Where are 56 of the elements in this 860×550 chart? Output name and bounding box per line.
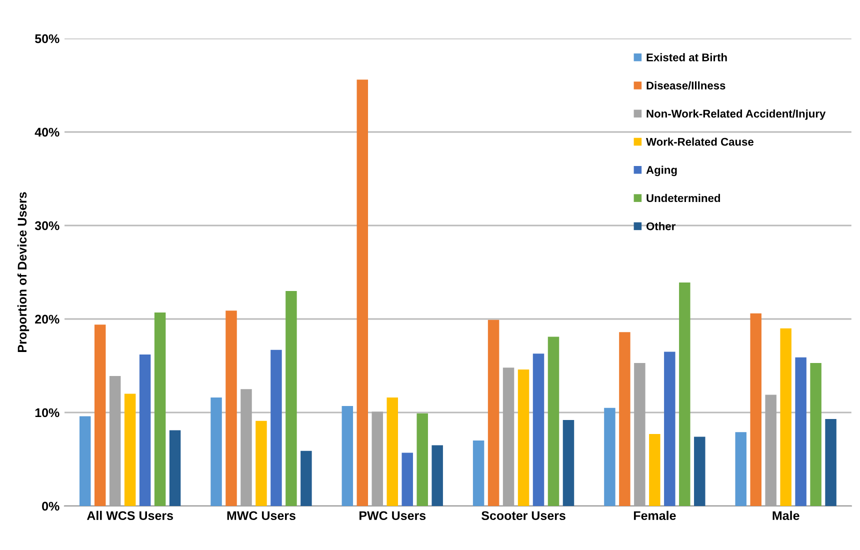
bar — [124, 394, 136, 506]
y-tick-label: 10% — [35, 408, 60, 418]
y-tick-label: 20% — [35, 314, 60, 324]
y-tick-label: 40% — [34, 128, 60, 137]
bar — [416, 413, 428, 506]
y-tick-label: 0% — [42, 502, 60, 511]
bar — [795, 357, 806, 506]
legend-label: Work-Related Cause — [646, 138, 754, 146]
bar — [472, 440, 484, 506]
bar — [300, 450, 312, 506]
bar — [649, 434, 660, 506]
bar — [154, 312, 166, 506]
x-tick-label: Scooter Users — [482, 511, 566, 520]
bar — [79, 416, 91, 506]
y-axis-title: Proportion of Device Users — [17, 192, 30, 352]
legend-label: Disease/Illness — [646, 81, 726, 90]
bar — [270, 350, 282, 506]
bar — [356, 80, 368, 506]
bar — [518, 369, 530, 506]
bar — [226, 310, 237, 506]
legend-label: Non-Work-Related Accident/Injury — [646, 109, 826, 120]
bar — [210, 398, 222, 506]
bar — [694, 436, 706, 506]
bar — [432, 445, 443, 506]
bar — [342, 406, 354, 506]
x-tick-label: Male — [772, 510, 800, 520]
bar — [604, 408, 616, 506]
x-tick-label: PWC Users — [360, 511, 426, 520]
bar — [664, 352, 676, 506]
bar — [735, 432, 746, 506]
bar — [94, 324, 106, 506]
bar — [679, 282, 690, 506]
y-tick-label: 50% — [35, 34, 60, 44]
bar — [488, 320, 500, 506]
bar — [825, 419, 836, 506]
x-tick-label: All WCS Users — [86, 510, 173, 520]
bar — [750, 313, 762, 506]
legend-label: Existed at Birth — [646, 53, 727, 62]
legend-label: Aging — [646, 166, 677, 176]
bar — [256, 420, 267, 506]
bar — [139, 354, 151, 506]
bar — [619, 332, 630, 506]
bar — [548, 336, 560, 506]
x-tick-label: Female — [634, 510, 676, 520]
legend-label: Undetermined — [646, 194, 720, 202]
bar — [286, 290, 297, 506]
bar — [402, 452, 413, 506]
y-tick-label: 30% — [34, 221, 60, 230]
legend-label: Other — [646, 222, 676, 230]
x-tick-label: MWC Users — [227, 511, 296, 520]
bar — [386, 398, 398, 506]
bar — [780, 328, 792, 506]
bar — [532, 354, 544, 506]
bar — [562, 420, 574, 506]
bar — [810, 362, 822, 506]
bar — [169, 430, 181, 506]
